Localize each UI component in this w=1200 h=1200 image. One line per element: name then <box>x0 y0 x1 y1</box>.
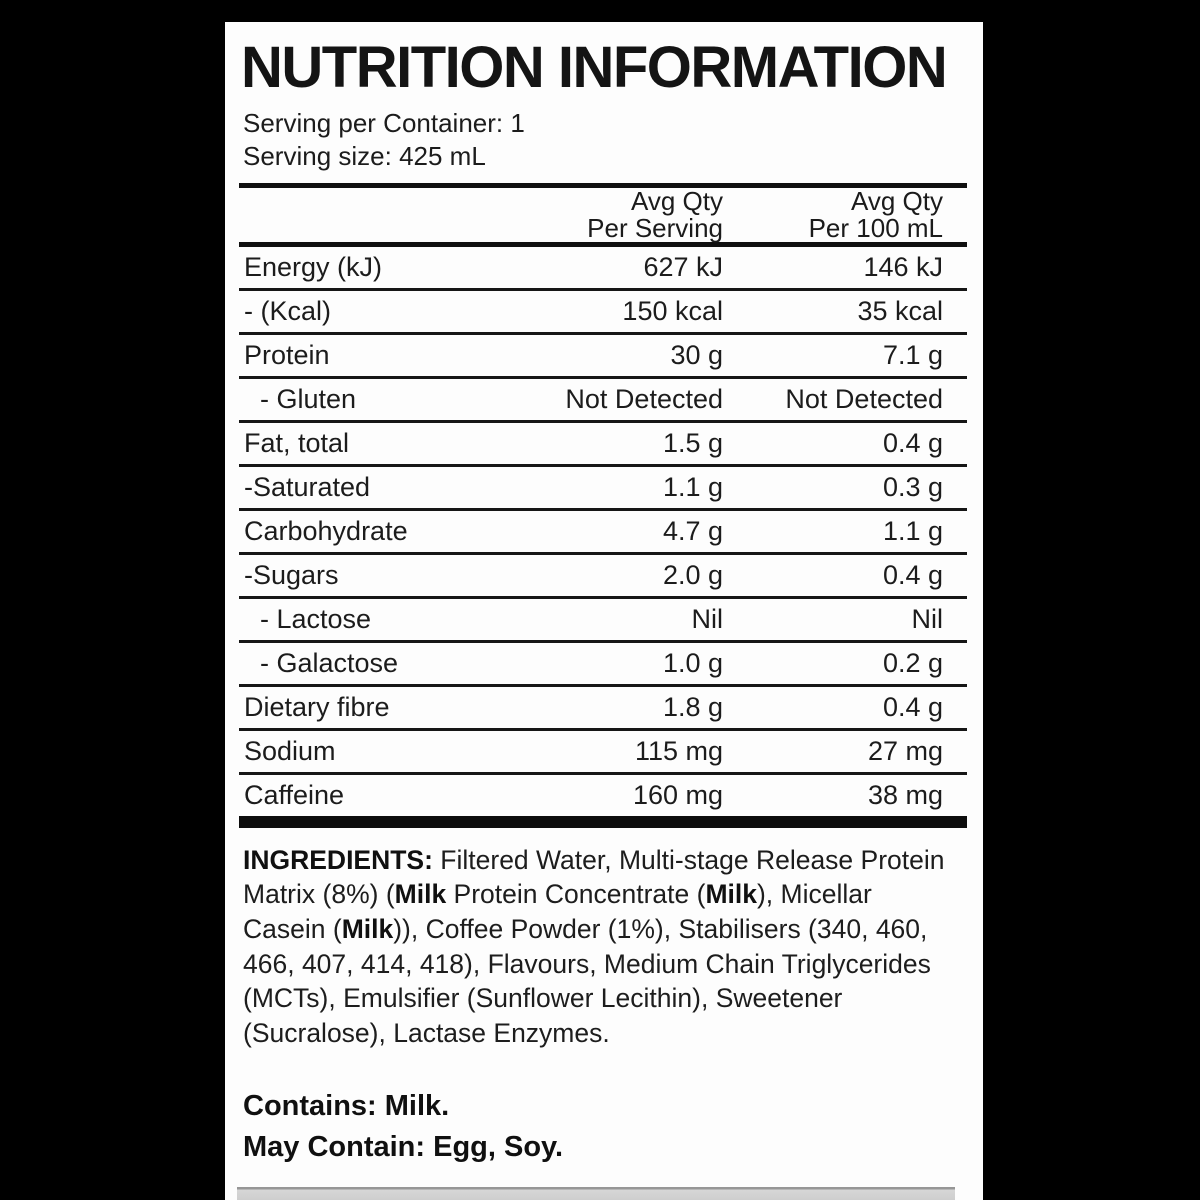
row-value-per-serving: 30 g <box>670 339 723 370</box>
row-value-per-serving: 150 kcal <box>622 295 723 326</box>
row-label: Energy (kJ) <box>244 251 383 282</box>
row-label: - Galactose <box>260 647 399 678</box>
row-value-per-serving: 1.0 g <box>662 647 723 678</box>
table-row: Carbohydrate 4.7 g 1.1 g <box>239 507 967 552</box>
header-per-100ml: Avg Qty Per 100 mL <box>808 185 943 243</box>
table-row: Sodium 115 mg 27 mg <box>239 727 967 772</box>
nutrition-label-panel: NUTRITION INFORMATION Serving per Contai… <box>225 22 983 1200</box>
may-contain-statement: May Contain: Egg, Soy. <box>243 1131 564 1164</box>
nutrition-information-title: NUTRITION INFORMATION <box>241 35 948 100</box>
row-label: - Gluten <box>260 383 357 414</box>
table-row: -Saturated 1.1 g 0.3 g <box>239 463 967 508</box>
serving-per-container-text: Serving per Container: 1 <box>243 107 525 138</box>
row-value-per-100ml: 146 kJ <box>863 251 943 282</box>
row-value-per-100ml: 27 mg <box>867 735 943 766</box>
nutrition-table-header: Avg Qty Per Serving Avg Qty Per 100 mL <box>239 185 967 243</box>
row-label: Sodium <box>244 735 336 766</box>
row-label: - Lactose <box>260 603 372 634</box>
table-row: Fat, total 1.5 g 0.4 g <box>239 419 967 464</box>
row-value-per-100ml: 0.4 g <box>882 427 943 458</box>
ingredients-text-segment: Protein Concentrate ( <box>446 879 706 910</box>
table-row: - Gluten Not Detected Not Detected <box>239 375 967 420</box>
row-label: Protein <box>244 339 330 370</box>
row-value-per-100ml: 0.2 g <box>882 647 943 678</box>
header-divider <box>239 241 967 247</box>
row-value-per-serving: 627 kJ <box>643 251 723 282</box>
row-value-per-serving: 2.0 g <box>662 559 723 590</box>
table-row: -Sugars 2.0 g 0.4 g <box>239 551 967 596</box>
row-value-per-100ml: 7.1 g <box>882 339 943 370</box>
bottom-edge-strip <box>237 1187 955 1200</box>
row-value-per-100ml: Not Detected <box>785 383 943 414</box>
table-row: - Galactose 1.0 g 0.2 g <box>239 639 967 684</box>
header-per-serving: Avg Qty Per Serving <box>587 185 723 243</box>
row-value-per-serving: 1.5 g <box>662 427 723 458</box>
row-value-per-100ml: 0.3 g <box>882 471 943 502</box>
row-value-per-serving: Not Detected <box>565 383 723 414</box>
row-label: Dietary fibre <box>244 691 390 722</box>
row-value-per-100ml: Nil <box>911 603 944 634</box>
row-value-per-100ml: 0.4 g <box>882 691 943 722</box>
ingredients-text-segment: ), Micellar Casein ( <box>243 879 872 945</box>
row-label: Carbohydrate <box>244 515 408 546</box>
row-value-per-serving: 115 mg <box>634 735 723 766</box>
contains-statement: Contains: Milk. <box>243 1090 450 1123</box>
table-row: Dietary fibre 1.8 g 0.4 g <box>239 683 967 728</box>
ingredients-paragraph: INGREDIENTS: Filtered Water, Multi-stage… <box>243 843 959 1051</box>
table-row: - (Kcal) 150 kcal 35 kcal <box>239 287 967 332</box>
row-value-per-serving: 4.7 g <box>662 515 723 546</box>
allergen-statements: Contains: Milk. May Contain: Egg, Soy. <box>243 1086 967 1168</box>
row-value-per-serving: Nil <box>691 603 724 634</box>
serving-size-text: Serving size: 425 mL <box>243 140 486 171</box>
row-label: -Sugars <box>244 559 339 590</box>
ingredients-bold-segment: Milk <box>341 914 394 945</box>
row-value-per-serving: 1.1 g <box>662 471 723 502</box>
row-value-per-serving: 1.8 g <box>662 691 723 722</box>
top-divider <box>239 182 967 188</box>
ingredients-bold-segment: Milk <box>394 879 447 910</box>
row-value-per-100ml: 0.4 g <box>882 559 943 590</box>
ingredients-bold-segment: INGREDIENTS: <box>243 844 433 875</box>
nutrition-table-body: Energy (kJ) 627 kJ 146 kJ - (Kcal) 150 kcal 3… <box>239 247 967 816</box>
table-row: Protein 30 g 7.1 g <box>239 331 967 376</box>
table-bottom-divider <box>239 815 967 828</box>
serving-info: Serving per Container: 1 Serving size: 4… <box>243 107 967 173</box>
ingredients-text-segment: )), Coffee Powder (1%), Stabilisers (340… <box>243 914 931 1048</box>
row-value-per-100ml: 1.1 g <box>882 515 943 546</box>
table-row: Energy (kJ) 627 kJ 146 kJ <box>239 247 967 288</box>
ingredients-text-segment: Filtered Water, Multi-stage Release Prot… <box>243 844 945 910</box>
row-label: - (Kcal) <box>244 295 331 326</box>
row-label: Fat, total <box>244 427 350 458</box>
row-value-per-100ml: 35 kcal <box>857 295 943 326</box>
table-row: Caffeine 160 mg 38 mg <box>239 771 967 816</box>
table-row: - Lactose Nil Nil <box>239 595 967 640</box>
row-label: -Saturated <box>244 471 371 502</box>
row-value-per-100ml: 38 mg <box>867 779 943 810</box>
row-value-per-serving: 160 mg <box>632 779 723 810</box>
row-label: Caffeine <box>244 779 345 810</box>
ingredients-bold-segment: Milk <box>705 879 757 910</box>
